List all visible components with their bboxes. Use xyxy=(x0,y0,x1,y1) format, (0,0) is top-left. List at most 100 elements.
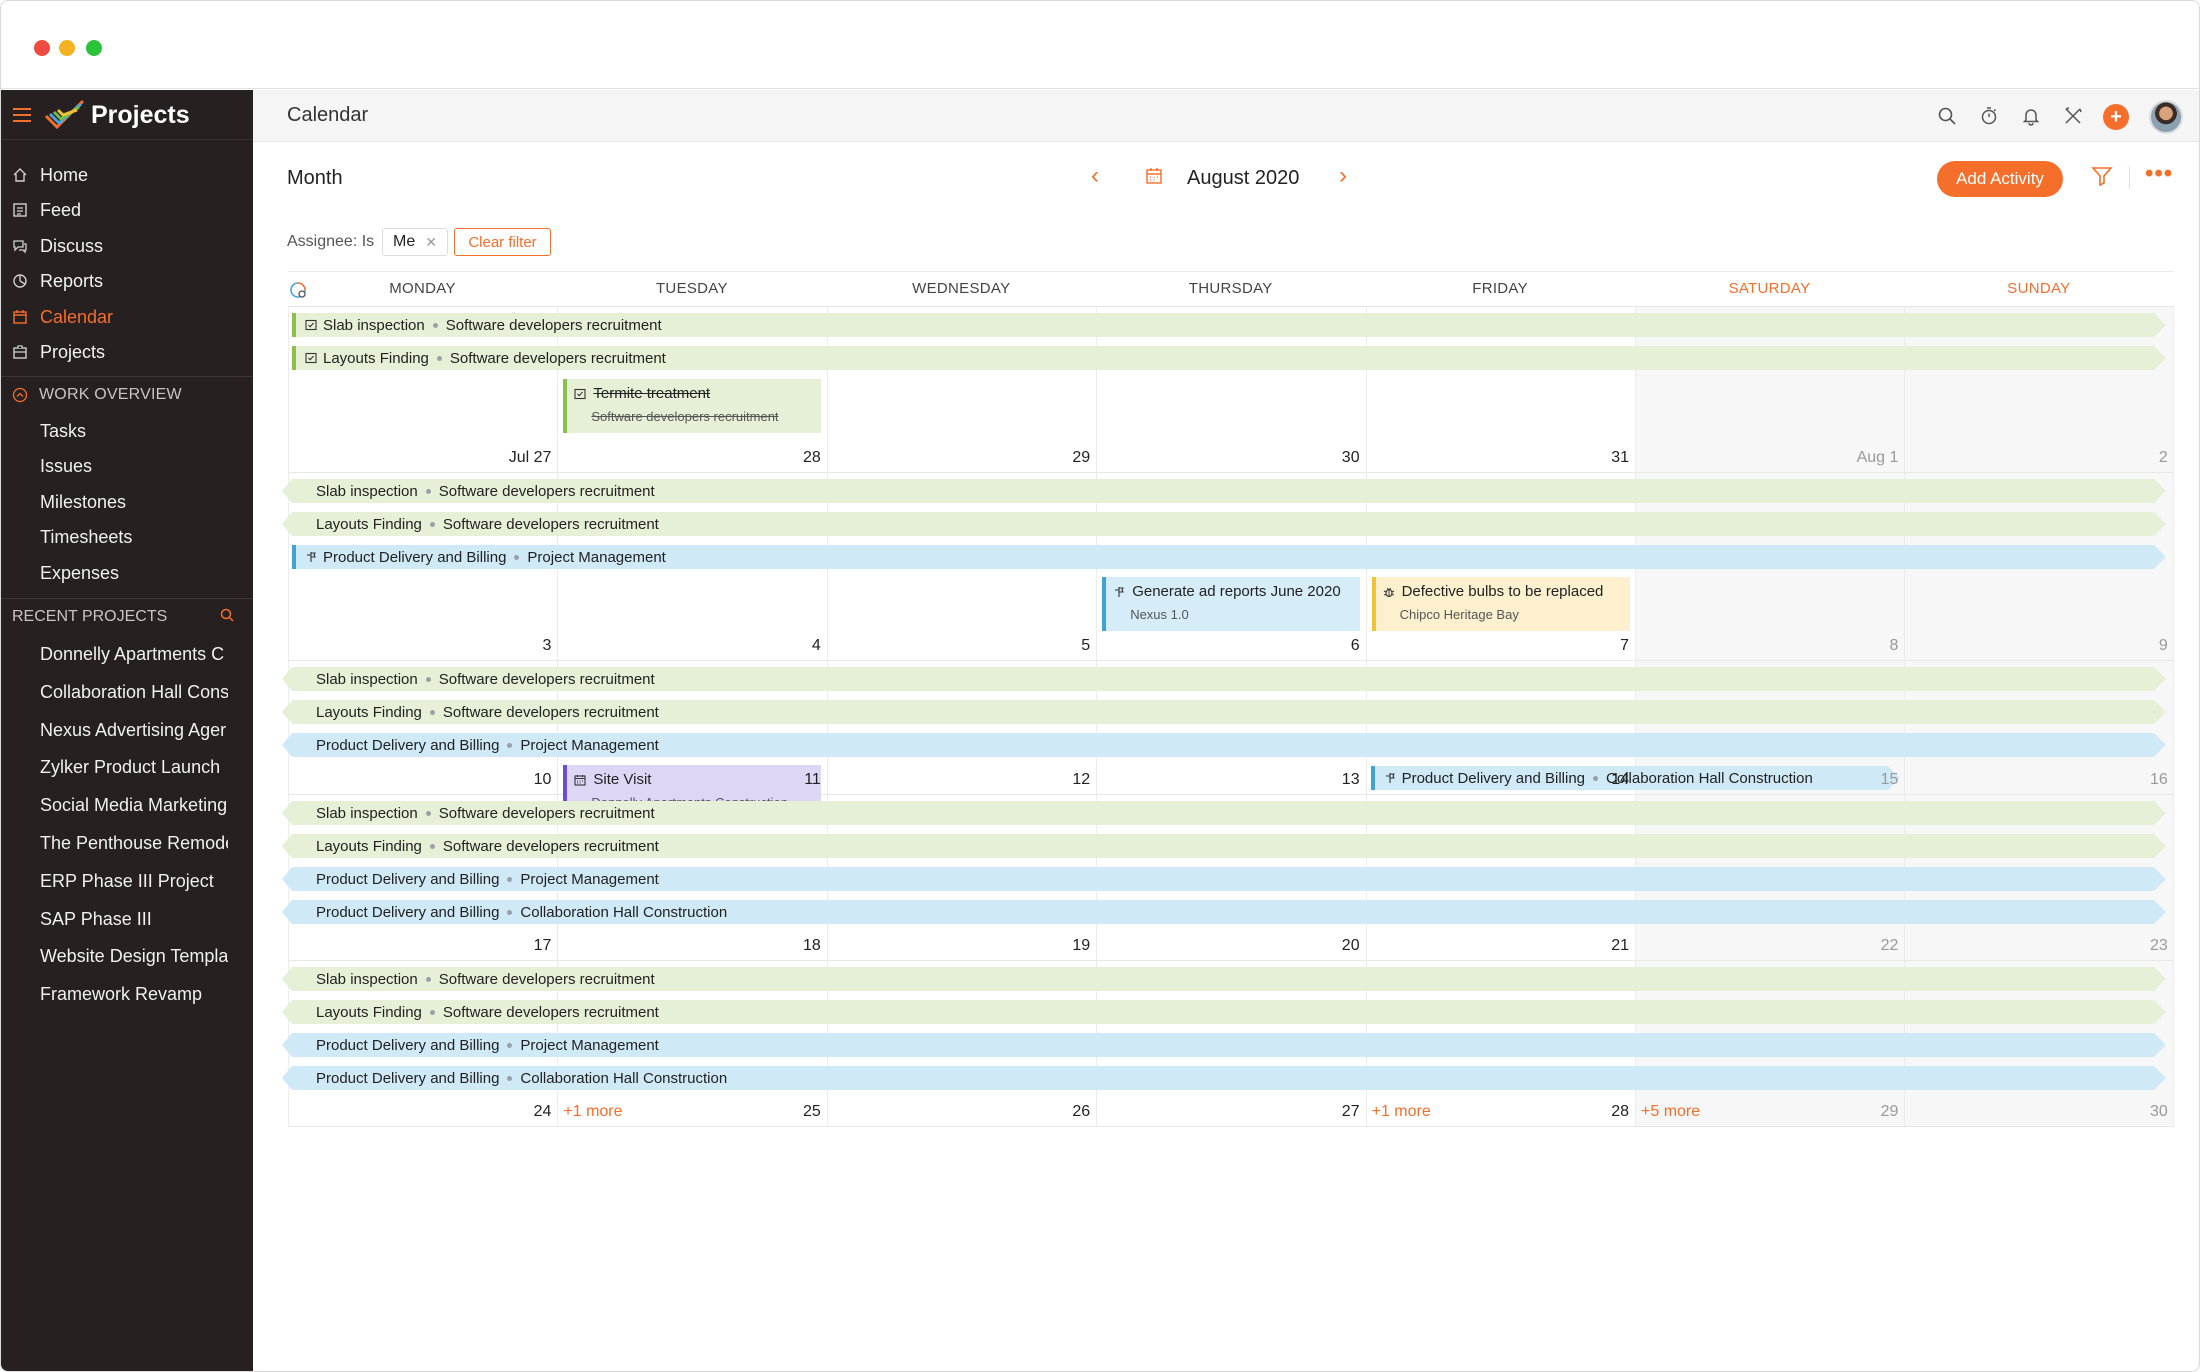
task-band[interactable]: Layouts Finding Software developers recru… xyxy=(282,700,2166,724)
remove-chip-icon[interactable]: ✕ xyxy=(425,233,437,250)
task-band[interactable]: Layouts Finding Software developers recru… xyxy=(292,346,2166,370)
date-number[interactable]: 13 xyxy=(1341,771,1360,788)
date-number[interactable]: 8 xyxy=(1889,637,1899,654)
recent-project-item[interactable]: SAP Phase III xyxy=(40,908,152,929)
date-number[interactable]: 4 xyxy=(811,637,821,654)
date-number[interactable]: 15 xyxy=(1880,771,1899,788)
date-number[interactable]: 3 xyxy=(542,637,552,654)
date-number[interactable]: 26 xyxy=(1072,1103,1091,1120)
date-number[interactable]: 29 xyxy=(1880,1103,1899,1120)
date-number[interactable]: 14 xyxy=(1611,771,1629,788)
date-number[interactable]: 24 xyxy=(533,1103,552,1120)
sidebar-item-issues[interactable]: Issues xyxy=(40,455,93,476)
milestone-band[interactable]: Product Delivery and Billing Project Mana… xyxy=(292,545,2166,569)
date-number[interactable]: 21 xyxy=(1611,937,1629,954)
assignee-filter-chip[interactable]: Me ✕ xyxy=(382,228,448,256)
date-number[interactable]: 12 xyxy=(1072,771,1091,788)
next-month-button[interactable]: › xyxy=(1339,162,1347,189)
sync-settings-icon[interactable] xyxy=(288,280,308,300)
recent-project-item[interactable]: Website Design Templa xyxy=(40,945,228,966)
milestone-band[interactable]: Product Delivery and Billing Project Mana… xyxy=(282,867,2166,891)
date-number[interactable]: 18 xyxy=(803,937,821,954)
date-number[interactable]: 22 xyxy=(1880,937,1899,954)
clear-filter-button[interactable]: Clear filter xyxy=(454,228,551,256)
close-window-button[interactable] xyxy=(34,40,50,56)
recent-project-item[interactable]: Nexus Advertising Ager xyxy=(40,719,227,740)
recent-project-item[interactable]: Donnelly Apartments C xyxy=(40,643,225,664)
notification-bell-icon[interactable] xyxy=(2019,104,2043,128)
date-number[interactable]: 25 xyxy=(803,1103,821,1120)
task-band[interactable]: Layouts Finding Software developers recru… xyxy=(282,1000,2166,1024)
task-band[interactable]: Slab inspection Software developers recru… xyxy=(282,967,2166,991)
recent-project-item[interactable]: ERP Phase III Project xyxy=(40,870,214,891)
filter-icon[interactable] xyxy=(2091,165,2115,191)
date-number[interactable]: 30 xyxy=(2150,1103,2168,1120)
user-avatar[interactable] xyxy=(2149,100,2183,134)
date-number[interactable]: 27 xyxy=(1341,1103,1360,1120)
date-number[interactable]: 5 xyxy=(1081,637,1091,654)
sidebar-item-discuss[interactable]: Discuss xyxy=(1,229,253,263)
recent-project-item[interactable]: Framework Revamp xyxy=(40,983,203,1004)
sidebar-item-tasks[interactable]: Tasks xyxy=(40,420,87,441)
date-number[interactable]: 23 xyxy=(2150,937,2168,954)
more-activities-link[interactable]: +5 more xyxy=(1641,1103,1701,1120)
search-icon[interactable] xyxy=(219,607,237,625)
work-overview-toggle[interactable]: WORK OVERVIEW xyxy=(1,380,253,410)
task-band[interactable]: Slab inspection Software developers recru… xyxy=(292,313,2166,337)
date-number[interactable]: 29 xyxy=(1072,449,1091,466)
recent-project-item[interactable]: Collaboration Hall Cons xyxy=(40,681,228,702)
task-band[interactable]: Slab inspection Software developers recru… xyxy=(282,801,2166,825)
more-options-icon[interactable]: ••• xyxy=(2145,160,2174,187)
menu-icon[interactable] xyxy=(13,106,33,122)
minimize-window-button[interactable] xyxy=(59,40,75,56)
sidebar-item-milestones[interactable]: Milestones xyxy=(40,491,127,512)
activity-card[interactable]: Generate ad reports June 2020 Nexus 1.0 xyxy=(1102,577,1361,631)
activity-card[interactable]: Termite treatment Software developers rec… xyxy=(563,379,822,433)
date-number[interactable]: 7 xyxy=(1620,637,1629,654)
date-number[interactable]: Aug 1 xyxy=(1856,449,1899,466)
recent-project-item[interactable]: The Penthouse Remode xyxy=(40,832,228,853)
task-band[interactable]: Layouts Finding Software developers recru… xyxy=(282,834,2166,858)
task-band[interactable]: Slab inspection Software developers recru… xyxy=(282,667,2166,691)
milestone-band[interactable]: Product Delivery and Billing Collaboratio… xyxy=(1370,766,1900,790)
task-band[interactable]: Slab inspection Software developers recru… xyxy=(282,479,2166,503)
recent-project-item[interactable]: Zylker Product Launch xyxy=(40,756,221,777)
activity-card[interactable]: Defective bulbs to be replaced Chipco Her… xyxy=(1371,577,1630,631)
milestone-band[interactable]: Product Delivery and Billing Collaboratio… xyxy=(282,900,2166,924)
add-activity-button[interactable]: Add Activity xyxy=(1937,161,2063,197)
date-number[interactable]: 6 xyxy=(1350,637,1360,654)
date-number[interactable]: 11 xyxy=(804,771,821,788)
date-number[interactable]: 31 xyxy=(1611,449,1629,466)
milestone-band[interactable]: Product Delivery and Billing Project Mana… xyxy=(282,733,2166,757)
task-band[interactable]: Layouts Finding Software developers recru… xyxy=(282,512,2166,536)
date-number[interactable]: Jul 27 xyxy=(508,449,552,466)
maximize-window-button[interactable] xyxy=(86,40,102,56)
date-number[interactable]: 28 xyxy=(1611,1103,1629,1120)
view-mode-label[interactable]: Month xyxy=(287,167,343,189)
search-icon[interactable] xyxy=(1935,104,1959,128)
date-number[interactable]: 16 xyxy=(2150,771,2168,788)
current-month-label[interactable]: August 2020 xyxy=(1187,167,1300,189)
date-number[interactable]: 10 xyxy=(533,771,552,788)
date-number[interactable]: 9 xyxy=(2158,637,2168,654)
date-number[interactable]: 28 xyxy=(803,449,821,466)
sidebar-item-timesheets[interactable]: Timesheets xyxy=(40,526,133,547)
sidebar-item-calendar[interactable]: Calendar xyxy=(1,300,253,334)
timer-icon[interactable] xyxy=(1977,104,2001,128)
sidebar-item-feed[interactable]: Feed xyxy=(1,193,253,227)
calendar-picker-icon[interactable] xyxy=(1145,167,1165,187)
recent-project-item[interactable]: Social Media Marketing xyxy=(40,794,228,815)
sidebar-item-reports[interactable]: Reports xyxy=(1,264,253,298)
date-number[interactable]: 30 xyxy=(1341,449,1360,466)
more-activities-link[interactable]: +1 more xyxy=(1371,1103,1431,1120)
previous-month-button[interactable]: ‹ xyxy=(1091,162,1099,189)
sidebar-item-expenses[interactable]: Expenses xyxy=(40,562,120,583)
quick-add-button[interactable]: + xyxy=(2103,104,2129,130)
sidebar-item-home[interactable]: Home xyxy=(1,158,253,192)
more-activities-link[interactable]: +1 more xyxy=(563,1103,623,1120)
milestone-band[interactable]: Product Delivery and Billing Collaboratio… xyxy=(282,1066,2166,1090)
date-number[interactable]: 19 xyxy=(1072,937,1091,954)
sidebar-item-projects[interactable]: Projects xyxy=(1,335,253,369)
date-number[interactable]: 2 xyxy=(2158,449,2168,466)
tools-icon[interactable] xyxy=(2061,104,2085,128)
